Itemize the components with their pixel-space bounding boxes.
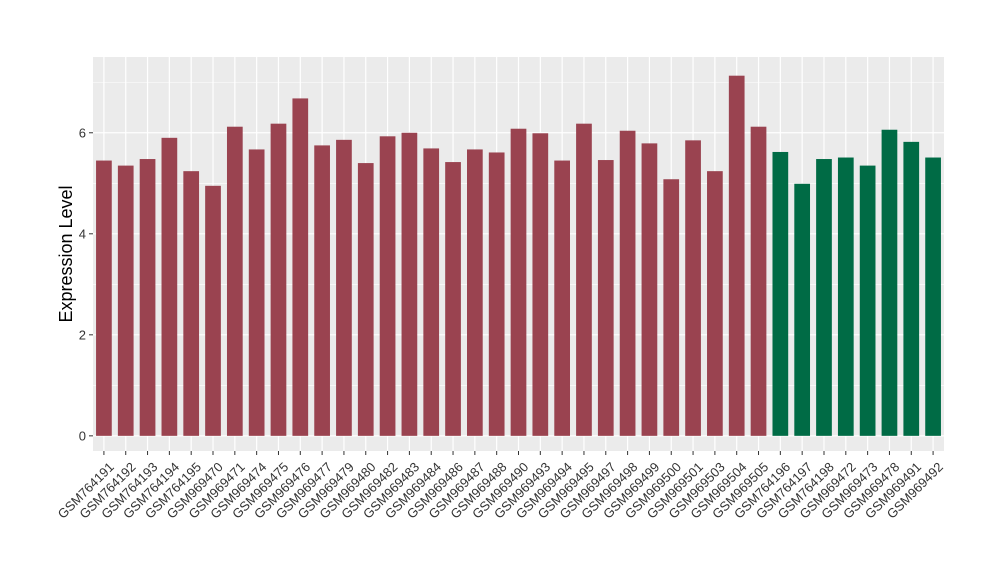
bar-GSM969494: [554, 160, 570, 436]
bar-GSM969491: [903, 141, 920, 436]
bar-GSM969503: [707, 171, 723, 436]
bar-GSM764196: [772, 151, 789, 436]
y-axis-title: Expression Level: [56, 185, 76, 322]
bar-GSM969475: [270, 123, 287, 436]
bar-GSM764193: [139, 159, 156, 436]
bar-GSM969500: [663, 179, 680, 436]
y-tick-label: 2: [79, 327, 86, 342]
bar-GSM969495: [576, 123, 592, 436]
bar-GSM969486: [445, 162, 461, 436]
bar-GSM969505: [750, 126, 767, 436]
bar-GSM969472: [837, 157, 854, 436]
bar-GSM969499: [641, 143, 658, 436]
bar-GSM969482: [379, 136, 396, 436]
x-axis: GSM764191GSM764192GSM764193GSM764194GSM7…: [55, 451, 946, 522]
bar-GSM969480: [357, 163, 374, 436]
bar-GSM969493: [532, 133, 549, 436]
bar-GSM969478: [881, 129, 898, 436]
y-axis: 0 2 4 6: [79, 125, 93, 443]
bar-GSM764197: [794, 183, 811, 436]
bar-GSM969490: [510, 128, 527, 436]
bar-GSM969488: [488, 152, 505, 436]
bar-GSM969501: [685, 140, 701, 436]
bar-GSM764192: [117, 165, 134, 436]
bar-GSM969497: [597, 160, 614, 436]
y-tick-label: 0: [79, 428, 86, 443]
bar-GSM969483: [401, 132, 418, 436]
bar-GSM969474: [248, 149, 265, 436]
bar-GSM969498: [619, 130, 636, 436]
y-tick-label: 6: [79, 125, 86, 140]
bar-GSM969476: [292, 98, 309, 436]
bar-GSM969487: [467, 149, 483, 436]
bars-layer: [96, 75, 941, 436]
bar-GSM969479: [336, 139, 352, 436]
bar-GSM969471: [226, 126, 243, 436]
bar-GSM969484: [423, 148, 440, 436]
bar-GSM969477: [314, 145, 330, 436]
bar-GSM764198: [816, 159, 832, 436]
bar-GSM969473: [859, 165, 876, 436]
bar-GSM764191: [96, 160, 112, 436]
bar-GSM969470: [205, 185, 221, 436]
bar-GSM969504: [728, 75, 745, 436]
bar-GSM764194: [161, 137, 178, 436]
bar-GSM764195: [183, 171, 200, 436]
bar-GSM969492: [925, 157, 941, 436]
y-tick-label: 4: [79, 226, 86, 241]
